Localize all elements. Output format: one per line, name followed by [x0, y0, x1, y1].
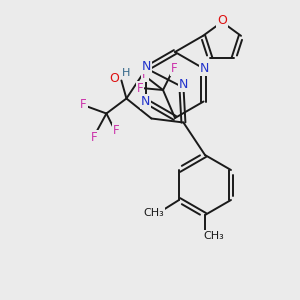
Text: H: H: [122, 68, 130, 77]
Text: N: N: [141, 95, 150, 108]
Text: F: F: [80, 98, 87, 111]
Text: F: F: [113, 124, 120, 137]
Text: N: N: [142, 60, 151, 73]
Text: CH₃: CH₃: [204, 231, 224, 241]
Text: F: F: [91, 131, 98, 144]
Text: CH₃: CH₃: [144, 208, 164, 218]
Text: F: F: [137, 82, 143, 94]
Text: O: O: [217, 14, 227, 28]
Text: F: F: [142, 68, 148, 82]
Text: N: N: [200, 62, 209, 75]
Text: O: O: [110, 72, 119, 85]
Text: N: N: [179, 78, 188, 91]
Text: F: F: [171, 62, 177, 76]
